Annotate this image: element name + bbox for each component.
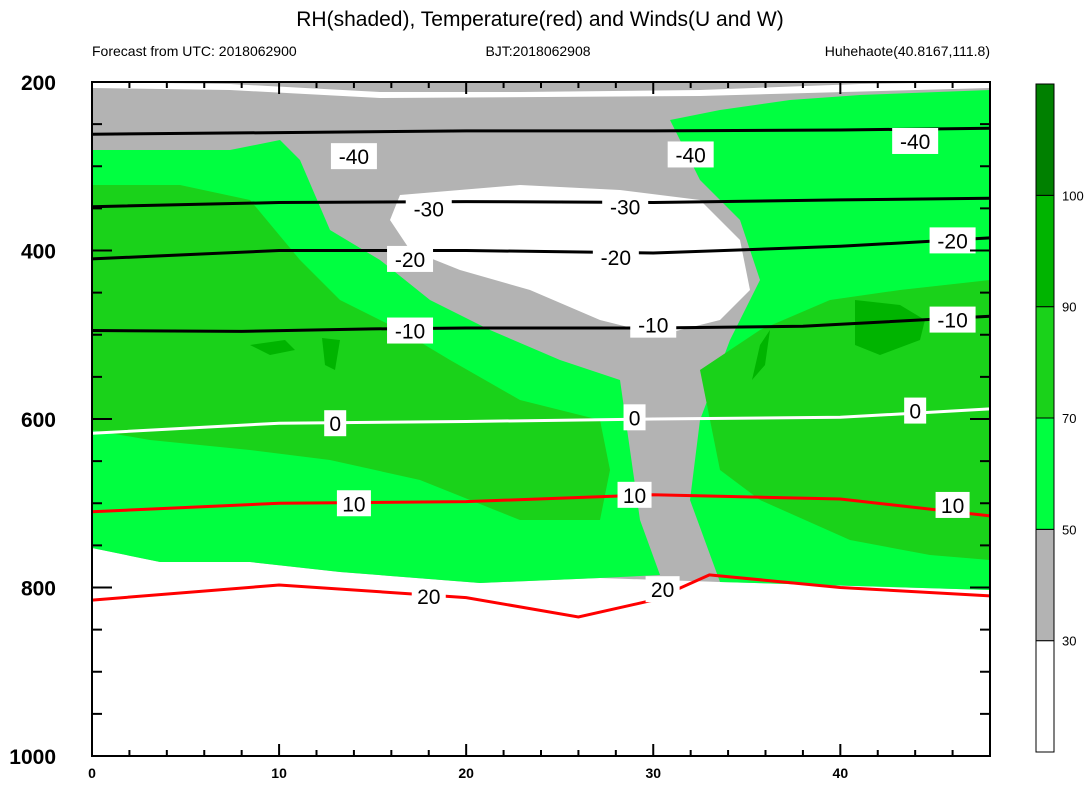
contour-label-box	[935, 491, 970, 518]
contour-label: 10	[941, 495, 964, 518]
contour-label-box	[336, 490, 371, 517]
contour-label-box	[387, 245, 434, 272]
rh-medgreen-region-left	[92, 185, 610, 520]
colorbar-label: 90	[1062, 300, 1076, 315]
forecast-subtitle: Forecast from UTC: 2018062900	[92, 43, 297, 59]
rh-white-region-top	[92, 82, 990, 98]
contour-label: 0	[629, 407, 641, 430]
temperature-contours	[92, 126, 990, 619]
colorbar-segment	[1035, 306, 1055, 419]
contour-label: -10	[937, 310, 967, 333]
contour-label: 10	[623, 485, 646, 508]
colorbar: 30 50 70 90 100	[1035, 83, 1084, 753]
contour-label: 20	[651, 579, 674, 602]
contour-label-box	[602, 193, 649, 220]
colorbar-segment	[1035, 83, 1055, 196]
bjt-subtitle: BJT:2018062908	[485, 43, 590, 59]
contour-label: -20	[395, 249, 425, 272]
colorbar-segment	[1035, 417, 1055, 530]
contour-label: 20	[417, 586, 440, 609]
rh-darkgreen-patch-tiny	[250, 340, 295, 355]
contour-label: 0	[909, 401, 921, 424]
y-tick-label: 400	[21, 241, 56, 264]
contour-labels: -40 -40 -40 -30 -30 -20 -20 -20 -10 -10 -10 0 0 0 10 10…	[324, 127, 976, 609]
rh-white-region	[390, 185, 750, 335]
contour-label-box	[892, 127, 939, 154]
plot-area: -40 -40 -40 -30 -30 -20 -20 -20 -10 -10 -10 0 0 0 10 10…	[9, 72, 991, 781]
contour-label: 0	[329, 413, 341, 436]
below-ground-region	[92, 590, 990, 756]
colorbar-segment	[1035, 194, 1055, 308]
temperature-contour-10	[92, 493, 990, 518]
y-tick-label: 600	[21, 409, 56, 432]
contour-label-box	[623, 404, 646, 431]
contour-label-box	[387, 317, 434, 344]
contour-label: -20	[601, 247, 631, 270]
contour-label: -10	[638, 315, 668, 338]
contour-label: -40	[900, 131, 930, 154]
x-axis: 0 10 20 30 40	[88, 82, 991, 781]
rh-darkgreen-patch	[855, 300, 925, 355]
contour-label-box	[592, 244, 639, 271]
rh-darkgreen-patch-small	[322, 338, 340, 370]
contour-label-box	[330, 143, 377, 170]
colorbar-segment	[1035, 528, 1055, 642]
x-tick-label: 10	[271, 765, 287, 781]
y-tick-label: 1000	[9, 746, 56, 769]
chart-title: RH(shaded), Temperature(red) and Winds(U…	[296, 8, 783, 31]
contour-label-box	[645, 576, 680, 603]
y-tick-label: 800	[21, 578, 56, 601]
rh-medgreen-region-right	[700, 280, 990, 560]
contour-label-box	[929, 227, 976, 254]
contour-label: 10	[342, 493, 365, 516]
contour-label-box	[411, 582, 446, 609]
station-subtitle: Huhehaote(40.8167,111.8)	[825, 43, 990, 59]
contour-label-box	[667, 141, 714, 168]
temperature-contour--40	[92, 126, 990, 136]
rh-darkgreen-patch-right	[752, 330, 770, 380]
colorbar-label: 100	[1062, 188, 1084, 203]
temperature-contour--20	[92, 236, 990, 261]
temperature-contour-20	[92, 573, 990, 619]
contour-label-box	[929, 306, 976, 333]
x-tick-label: 40	[833, 765, 849, 781]
contour-label-box	[324, 410, 347, 437]
contour-label: -30	[414, 198, 444, 221]
x-tick-label: 30	[645, 765, 661, 781]
contour-label: -10	[395, 321, 425, 344]
x-tick-label: 0	[88, 765, 96, 781]
contour-label: -20	[937, 230, 967, 253]
contour-label-box	[617, 481, 652, 508]
contour-label-box	[405, 195, 452, 222]
contour-label-box	[904, 397, 927, 424]
contour-label: -40	[675, 144, 705, 167]
temperature-contour--30	[92, 196, 990, 209]
colorbar-segment	[1035, 640, 1055, 753]
colorbar-label: 70	[1062, 411, 1076, 426]
contour-label: -40	[339, 146, 369, 169]
contour-label: -30	[610, 197, 640, 220]
colorbar-label: 50	[1062, 522, 1076, 537]
rh-shading	[92, 82, 990, 756]
y-tick-label: 200	[21, 72, 56, 95]
x-tick-label: 20	[458, 765, 474, 781]
contour-label-box	[630, 311, 677, 338]
temperature-contour--10	[92, 314, 990, 333]
colorbar-label: 30	[1062, 634, 1076, 649]
temperature-contour-0	[92, 407, 990, 435]
